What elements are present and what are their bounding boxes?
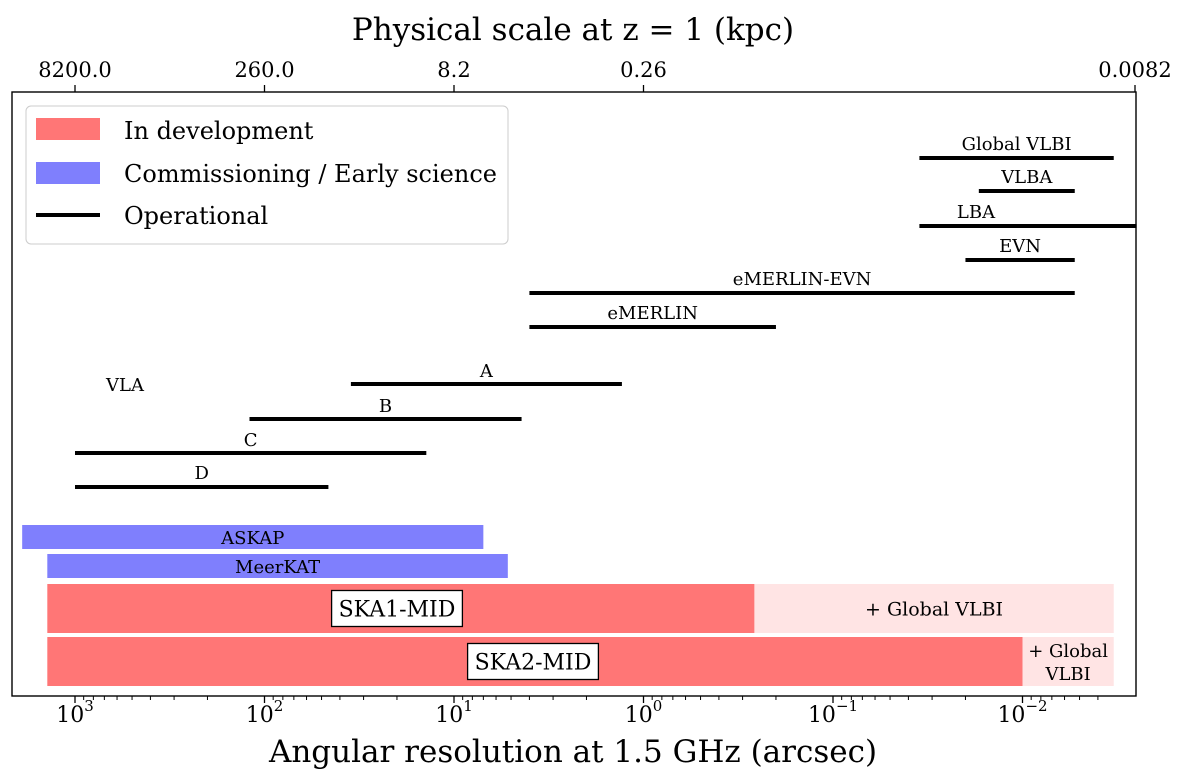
x-tick-exponent: −2 xyxy=(1025,697,1047,715)
legend: In development Commissioning / Early sci… xyxy=(25,105,509,245)
top-tick-label-1: 260.0 xyxy=(234,58,294,82)
x-tick-mantissa: 10 xyxy=(808,703,836,728)
commissioning-label-askap: ASKAP xyxy=(220,528,284,549)
operational-label-d: D xyxy=(194,463,208,484)
operational-label-emerlin-evn: eMERLIN-EVN xyxy=(733,269,872,290)
top-axis-title: Physical scale at z = 1 (kpc) xyxy=(352,12,794,48)
legend-frame xyxy=(25,105,509,245)
x-tick-mantissa: 10 xyxy=(435,703,463,728)
x-tick-exponent: 3 xyxy=(84,697,94,715)
legend-label-operational: Operational xyxy=(124,202,268,230)
x-tick-label-3: 100 xyxy=(625,697,663,728)
top-tick-label-3: 0.26 xyxy=(620,58,667,82)
development-label-ska2-mid: SKA2-MID xyxy=(475,651,592,676)
operational-label-global-vlbi: Global VLBI xyxy=(962,134,1072,155)
extension-label-line-1: + Global xyxy=(1028,641,1108,662)
x-tick-label-1: 102 xyxy=(246,697,284,728)
vla-group-label: VLA xyxy=(105,375,145,396)
x-tick-mantissa: 10 xyxy=(997,703,1025,728)
operational-label-a: A xyxy=(479,361,494,382)
development-extension-ska1-mid xyxy=(754,584,1114,633)
legend-swatch-development xyxy=(36,118,100,140)
top-tick-label-4: 0.0082 xyxy=(1098,58,1171,82)
plot-frame xyxy=(11,91,1137,697)
x-tick-exponent: 1 xyxy=(463,697,473,715)
legend-label-development: In development xyxy=(124,117,314,145)
legend-swatch-commissioning xyxy=(36,162,100,184)
commissioning-bar-askap xyxy=(22,525,484,549)
x-tick-exponent: −1 xyxy=(836,697,858,715)
x-tick-label-4: 10−1 xyxy=(808,697,858,728)
operational-label-emerlin: eMERLIN xyxy=(607,303,698,324)
x-tick-exponent: 0 xyxy=(653,697,663,715)
development-extension-label-ska2-mid: + Global VLBI xyxy=(1028,641,1108,685)
development-label-box-ska2-mid xyxy=(466,642,600,681)
commissioning-label-meerkat: MeerKAT xyxy=(235,557,320,578)
operational-label-vlba: VLBA xyxy=(1000,167,1053,188)
x-tick-exponent: 2 xyxy=(274,697,284,715)
x-tick-mantissa: 10 xyxy=(246,703,274,728)
legend-label-commissioning: Commissioning / Early science xyxy=(124,160,497,188)
top-tick-label-0: 8200.0 xyxy=(38,58,111,82)
development-extension-ska2-mid xyxy=(1022,637,1114,686)
x-tick-label-0: 103 xyxy=(56,697,94,728)
x-axis-title: Angular resolution at 1.5 GHz (arcsec) xyxy=(268,734,877,770)
operational-label-lba: LBA xyxy=(957,202,996,223)
development-label-box-ska1-mid xyxy=(330,589,464,628)
development-label-ska1-mid: SKA1-MID xyxy=(339,598,456,623)
x-tick-label-2: 101 xyxy=(435,697,473,728)
commissioning-bar-meerkat xyxy=(47,554,508,578)
x-tick-label-5: 10−2 xyxy=(997,697,1047,728)
extension-spans xyxy=(754,584,1114,686)
x-tick-mantissa: 10 xyxy=(56,703,84,728)
development-extension-label-ska1-mid: + Global VLBI xyxy=(865,599,1003,621)
x-tick-mantissa: 10 xyxy=(625,703,653,728)
operational-label-evn: EVN xyxy=(999,236,1041,257)
operational-label-c: C xyxy=(244,430,258,451)
extension-label-line-2: VLBI xyxy=(1044,664,1090,685)
operational-label-b: B xyxy=(379,396,392,417)
top-tick-label-2: 8.2 xyxy=(437,58,470,82)
